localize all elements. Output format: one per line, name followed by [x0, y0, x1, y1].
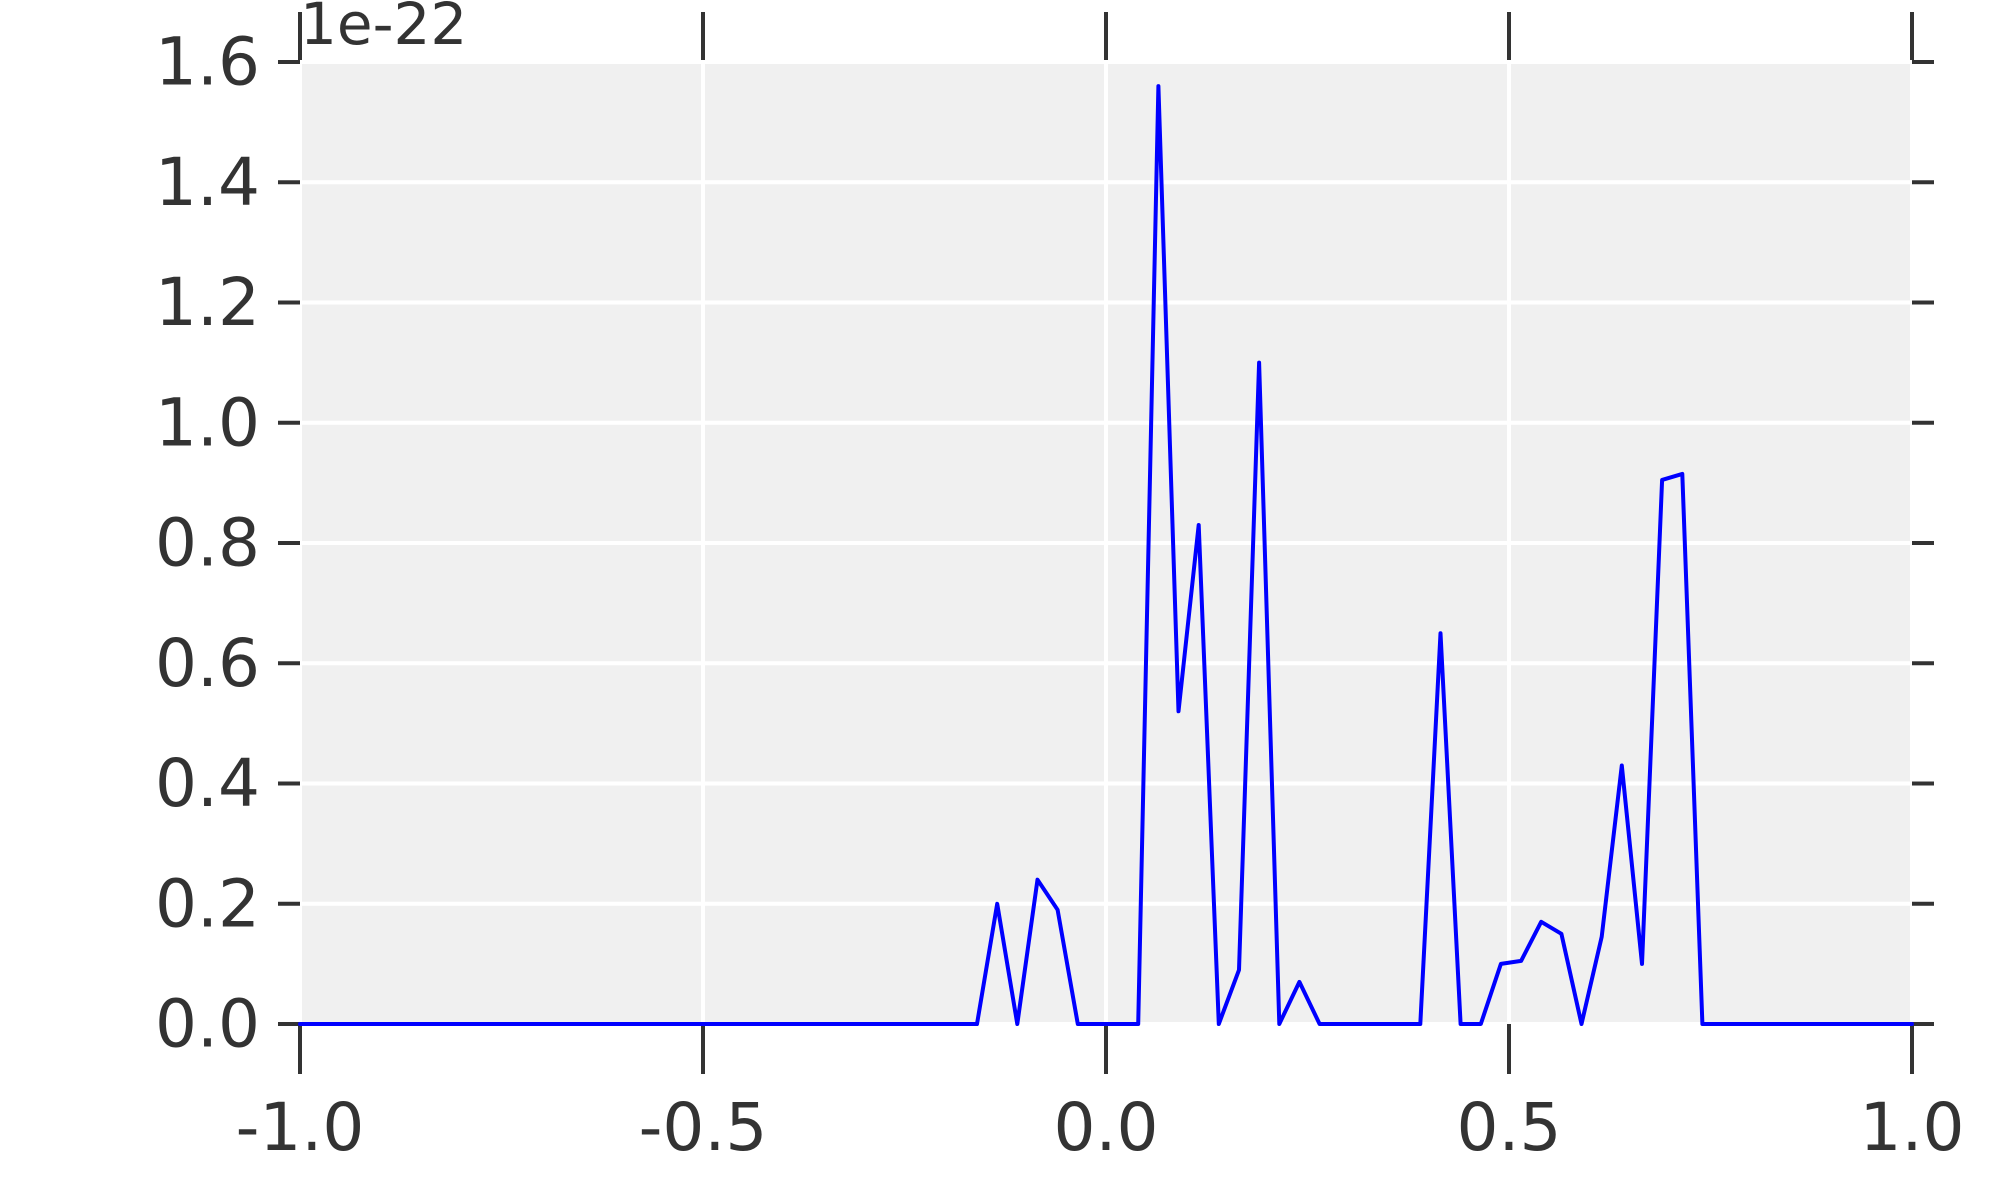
y-tick-label: 0.8 — [155, 505, 260, 582]
y-tick-label: 1.4 — [155, 144, 260, 221]
y-tick-label: 1.2 — [155, 264, 260, 341]
series-line — [298, 84, 1914, 1026]
x-tick-label: 0.0 — [1054, 1089, 1159, 1166]
tick-marks — [278, 12, 1934, 1074]
x-axis-tick-labels: -1.0 -0.5 0.0 0.5 1.0 — [236, 1089, 1965, 1166]
y-tick-label: 0.4 — [155, 745, 260, 822]
y-tick-label: 0.2 — [155, 865, 260, 942]
x-tick-label: 0.5 — [1457, 1089, 1562, 1166]
x-tick-label: 1.0 — [1860, 1089, 1965, 1166]
y-tick-label: 0.0 — [155, 986, 260, 1063]
y-tick-label: 1.6 — [155, 24, 260, 101]
y-tick-label: 1.0 — [155, 384, 260, 461]
y-axis-tick-labels: 0.0 0.2 0.4 0.6 0.8 1.0 1.2 1.4 1.6 — [155, 24, 260, 1063]
x-tick-label: -1.0 — [236, 1089, 365, 1166]
x-tick-label: -0.5 — [639, 1089, 768, 1166]
y-tick-label: 0.6 — [155, 625, 260, 702]
y-axis-offset-label: 1e-22 — [300, 0, 467, 58]
series-layer — [298, 84, 1914, 1026]
